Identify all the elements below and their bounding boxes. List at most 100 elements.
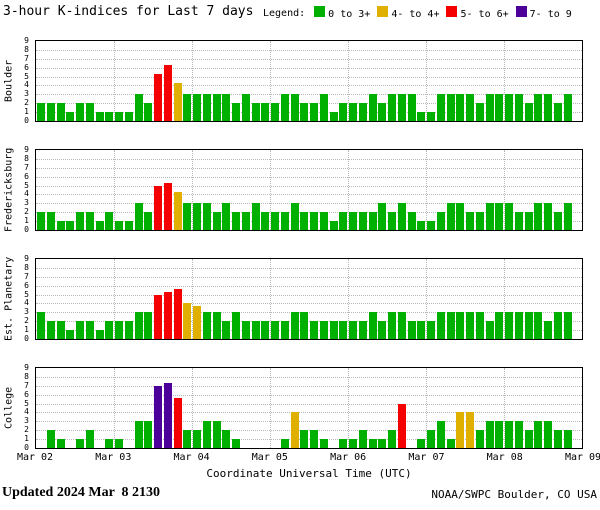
plot-area-est-planetary: [35, 258, 583, 340]
k-index-bar: [310, 321, 318, 339]
x-tick-label: Mar 04: [173, 452, 210, 463]
k-index-bar: [144, 212, 153, 230]
k-index-bar: [329, 221, 338, 230]
horizontal-gridline: [36, 85, 582, 87]
k-index-bar: [495, 421, 504, 448]
day-gridline: [426, 150, 427, 230]
y-tick-label: 0: [24, 225, 29, 234]
k-index-bar: [358, 103, 367, 121]
x-tick-label: Mar 03: [95, 452, 132, 463]
horizontal-gridline: [36, 194, 582, 196]
horizontal-gridline: [36, 285, 582, 287]
plot-area-boulder: [35, 40, 583, 122]
k-index-bar: [66, 112, 75, 121]
k-index-bar: [261, 103, 270, 121]
k-index-bar: [505, 94, 513, 121]
y-tick-label: 4: [24, 407, 29, 417]
y-tick-label: 2: [24, 425, 29, 435]
k-index-bar: [95, 221, 104, 230]
k-index-bar: [417, 321, 426, 339]
k-index-bar: [319, 212, 328, 230]
k-index-bar: [280, 94, 289, 121]
horizontal-gridline: [36, 421, 582, 423]
k-index-bar: [553, 103, 562, 121]
k-index-bar: [85, 321, 94, 339]
k-index-bar: [388, 94, 396, 121]
k-index-bar: [300, 312, 309, 339]
k-index-bar: [95, 112, 104, 121]
k-index-bar: [46, 321, 55, 339]
k-index-bar: [466, 412, 474, 448]
k-index-bar: [456, 203, 465, 230]
k-index-bar: [154, 73, 162, 121]
k-index-bar: [407, 321, 416, 339]
k-index-bar: [300, 430, 309, 448]
y-tick-label: 6: [24, 62, 29, 72]
k-index-bar: [368, 312, 377, 339]
k-index-bar: [134, 421, 143, 448]
horizontal-gridline: [36, 303, 582, 305]
updated-timestamp: Updated 2024 Mar 8 2130: [2, 485, 160, 501]
y-tick-label: 2: [24, 207, 29, 217]
horizontal-gridline: [36, 58, 582, 60]
legend-swatch: [377, 6, 389, 17]
k-index-bar: [290, 94, 299, 121]
x-axis-labels: Mar 02 Mar 03 Mar 04 Mar 05 Mar 06 Mar 07 Mar …: [17, 452, 600, 464]
k-index-bar: [115, 439, 123, 448]
k-index-bar: [319, 94, 328, 121]
horizontal-gridline: [36, 403, 582, 405]
y-tick-label: 5: [24, 180, 29, 190]
k-index-bar: [368, 94, 377, 121]
legend-item-label: 0 to 3+: [328, 9, 371, 20]
legend: Legend: 0 to 3+ 4- to 4+ 5- to 6+ 7- to 9: [263, 6, 572, 20]
k-index-bar: [202, 421, 211, 448]
k-index-bar: [173, 82, 182, 121]
k-index-bar: [339, 321, 348, 339]
k-index-bar: [115, 321, 123, 339]
k-index-bar: [475, 312, 484, 339]
k-index-bar: [46, 212, 55, 230]
k-index-bar: [193, 203, 201, 230]
station-label-fredericksburg: Fredericksburg: [3, 147, 15, 233]
k-index-bar: [544, 94, 552, 121]
x-tick-label: Mar 02: [16, 452, 54, 463]
k-index-bar: [514, 212, 523, 230]
k-index-bar: [466, 312, 474, 339]
k-index-bar: [358, 430, 367, 448]
k-index-bar: [436, 94, 445, 121]
k-index-bar: [105, 212, 114, 230]
k-index-bar: [183, 303, 192, 339]
k-index-bar: [368, 439, 377, 448]
k-index-bar: [553, 312, 562, 339]
k-index-bar: [563, 94, 572, 121]
y-tick-label: 6: [24, 389, 29, 399]
y-tick-label: 2: [24, 98, 29, 108]
horizontal-gridline: [36, 312, 582, 314]
k-index-bar: [154, 385, 162, 448]
y-tick-label: 3: [24, 307, 29, 317]
k-index-bar: [475, 103, 484, 121]
k-index-bar: [475, 212, 484, 230]
k-index-bar: [241, 94, 250, 121]
k-index-bar: [514, 94, 523, 121]
k-index-bar: [232, 212, 240, 230]
y-tick-label: 1: [24, 107, 29, 117]
k-index-bar: [329, 112, 338, 121]
y-tick-label: 3: [24, 198, 29, 208]
horizontal-gridline: [36, 330, 582, 332]
day-gridline: [504, 368, 505, 448]
k-index-bar: [466, 94, 474, 121]
y-tick-label: 3: [24, 89, 29, 99]
k-index-bar: [261, 212, 270, 230]
k-index-bar: [290, 412, 299, 448]
y-tick-label: 8: [24, 153, 29, 163]
horizontal-gridline: [36, 376, 582, 378]
k-index-bar: [144, 103, 153, 121]
k-index-bar: [193, 94, 201, 121]
k-index-bar: [271, 212, 279, 230]
k-index-bar: [280, 321, 289, 339]
y-tick-label: 8: [24, 44, 29, 54]
k-index-bar: [563, 430, 572, 448]
